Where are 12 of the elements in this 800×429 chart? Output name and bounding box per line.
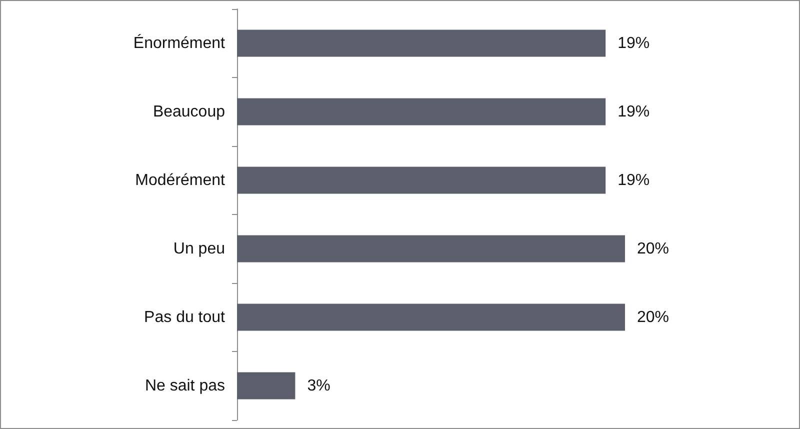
y-tick-label: Un peu xyxy=(173,240,225,258)
data-label: 19% xyxy=(618,34,650,52)
y-tick-label: Beaucoup xyxy=(152,103,226,120)
y-tick-label: Ne sait pas xyxy=(144,377,225,394)
y-tick-label: Pas du tout xyxy=(144,308,226,326)
y-tick-label: Énormément xyxy=(133,34,226,52)
data-label: 19% xyxy=(618,103,650,120)
y-tick-label: Modérément xyxy=(135,172,226,189)
data-label: 20% xyxy=(637,240,670,258)
data-label: 3% xyxy=(307,377,330,394)
data-label: 19% xyxy=(618,172,650,189)
data-label: 20% xyxy=(637,308,670,326)
